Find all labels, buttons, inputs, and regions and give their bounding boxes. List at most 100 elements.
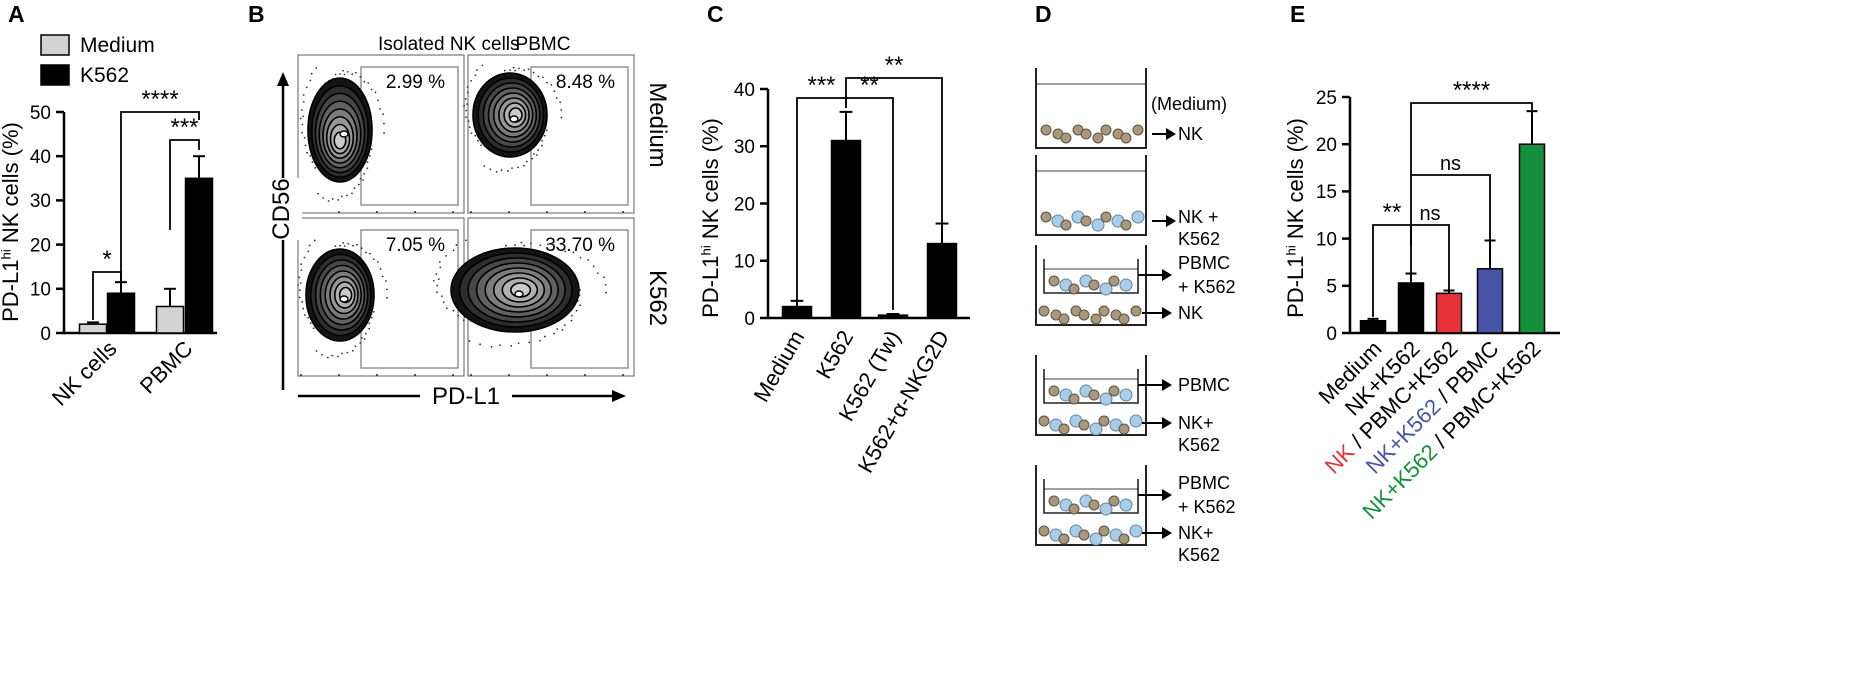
panel-a-x-label: NK cells [47, 336, 122, 411]
flow-event-dot [465, 239, 467, 242]
flow-event-dot [572, 251, 575, 254]
well-3-insert-cells [1119, 388, 1133, 402]
well-4-insert-cells [1099, 502, 1113, 516]
flow-event-dot [538, 339, 541, 342]
flow-event-dot [541, 139, 544, 142]
well-4-lower-label: K562 [1178, 545, 1220, 565]
flow-event-dot [383, 122, 385, 125]
well-0-arrow-head [1166, 128, 1176, 140]
flow-event-dot [560, 108, 563, 111]
well-4-insert-cells [1119, 498, 1133, 512]
flow-event-dot [527, 68, 530, 71]
panel-e-sig-2-label: ns [1419, 203, 1440, 225]
flow-event-dot [347, 242, 350, 245]
flow-event-dot [570, 319, 573, 322]
flow-event-dot [575, 309, 578, 312]
panel-a-sig-3 [120, 111, 200, 292]
flow-event-dot [561, 329, 564, 331]
flow-event-dot [342, 69, 345, 72]
panel-a-sig-3-label: **** [141, 86, 178, 113]
well-3-bottom-cells [1038, 415, 1050, 427]
flow-event-dot [327, 200, 330, 202]
panel-c-x-label: Medium [749, 326, 810, 406]
flow-event-dot [563, 324, 566, 326]
well-2-lower-label: NK [1178, 303, 1203, 323]
well-2-outer [1035, 245, 1147, 326]
cd56-arrow-head [277, 72, 289, 86]
flow-event-dot [312, 327, 315, 330]
flow-event-dot [386, 296, 388, 299]
flow-event-dot [359, 342, 362, 344]
panel-A-letter: A [8, 1, 25, 27]
flow-event-dot [512, 66, 515, 69]
flow-event-dot [510, 345, 513, 347]
flow-gate-percent-0: 2.99 % [386, 72, 445, 93]
flow-event-dot [452, 309, 455, 312]
flow-event-dot [560, 116, 563, 119]
flow-event-dot [368, 322, 371, 325]
flow-event-dot [483, 165, 486, 167]
well-3-bottom-cells [1078, 419, 1090, 431]
flow-event-dot [539, 244, 542, 247]
flow-event-dot [537, 149, 540, 151]
well-3-bottom-cells [1098, 415, 1110, 427]
ylabel-main: PD-L1 [698, 256, 723, 318]
flow-event-dot [359, 177, 362, 180]
flow-event-dot [372, 258, 375, 261]
flow-event-dot [445, 307, 448, 310]
flow-event-dot [304, 144, 307, 147]
legend-swatch-medium [40, 34, 70, 56]
flow-row-label-k562: K562 [644, 270, 671, 326]
flow-event-dot [468, 126, 471, 129]
y-tick-label-E: 15 [1316, 182, 1337, 203]
flow-event-dot [311, 161, 314, 164]
well-3-upper-arrow-head [1162, 379, 1172, 391]
legend-label-medium: Medium [80, 34, 155, 57]
well-1-label-line: NK + [1178, 207, 1219, 227]
well-0-cells [1040, 124, 1052, 136]
flow-event-dot [481, 64, 484, 67]
well-0-label-line: NK [1178, 124, 1203, 144]
flow-event-dot [343, 245, 346, 248]
well-0-cells [1092, 132, 1104, 144]
flow-event-dot [455, 244, 458, 246]
flow-event-dot [334, 245, 337, 248]
flow-event-dot [531, 157, 533, 160]
flow-gate-percent-3: 33.70 % [545, 235, 615, 256]
panel-a-bar-medium-1 [155, 305, 185, 334]
well-2-insert-cells [1088, 279, 1100, 291]
flow-event-dot [340, 352, 343, 355]
flow-event-dot [301, 123, 304, 126]
flow-event-dot [596, 272, 599, 275]
well-3-outer [1035, 355, 1147, 436]
flow-event-dot [537, 75, 540, 78]
flow-event-dot [346, 71, 349, 73]
flow-event-dot [306, 151, 308, 154]
y-tick-label-C: 10 [734, 252, 755, 273]
flow-event-dot [363, 172, 366, 175]
well-4-lower-label: NK+ [1178, 523, 1214, 543]
well-4-upper-label: + K562 [1178, 497, 1236, 517]
well-2-bottom-cells [1090, 313, 1102, 325]
panel-c-bar-1 [830, 139, 862, 319]
flow-event-dot [351, 192, 353, 195]
flow-event-dot [301, 109, 303, 111]
flow-event-dot [358, 183, 360, 186]
well-4-bottom-cells [1078, 529, 1090, 541]
flow-event-dot [372, 310, 375, 313]
flow-event-dot [353, 187, 356, 190]
y-tick-label-A: 30 [30, 191, 51, 212]
flow-event-dot [503, 69, 506, 72]
flow-event-dot [603, 276, 605, 279]
flow-event-dot [339, 73, 341, 75]
ylabel-superscript: hi [1283, 245, 1298, 255]
well-3-insert-cells [1088, 389, 1100, 401]
flow-event-dot [354, 345, 357, 348]
y-tick-label-A: 0 [40, 324, 51, 345]
flow-event-dot [514, 244, 516, 247]
flow-event-dot [465, 116, 467, 119]
flow-event-dot [385, 288, 388, 291]
well-4-insert-cells [1088, 499, 1100, 511]
well-3-insert-cells [1068, 393, 1080, 405]
well-1-arrow-head [1166, 215, 1176, 227]
